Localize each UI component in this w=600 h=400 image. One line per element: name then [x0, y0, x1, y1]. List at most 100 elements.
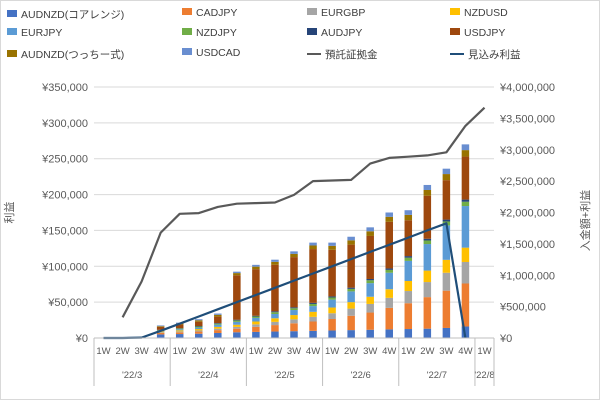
bar-segment: [442, 225, 451, 260]
bar-segment: [195, 327, 203, 330]
bar-segment: [442, 259, 451, 273]
bar-segment: [271, 321, 279, 326]
bar-segment: [195, 321, 203, 327]
bar-segment: [404, 214, 413, 221]
x-tick-label: 1W: [96, 346, 110, 357]
bar-segment: [175, 332, 184, 335]
series-line: [103, 222, 467, 340]
bar-segment: [423, 270, 432, 283]
bar-segment: [461, 201, 470, 207]
bar-segment: [366, 296, 374, 304]
bar-segment: [175, 329, 184, 331]
bar-segment: [175, 334, 184, 338]
bar-segment: [156, 326, 165, 330]
bar-segment: [347, 291, 355, 303]
bar-segment: [252, 264, 260, 267]
bar-segment: [347, 236, 355, 241]
legend-swatch: [7, 50, 17, 57]
legend-swatch: [450, 8, 460, 15]
bar-segment: [290, 253, 298, 258]
series-line: [121, 106, 486, 318]
bar-segment: [461, 150, 470, 157]
y-axis-title: 利益: [2, 202, 16, 224]
bar-segment: [195, 329, 203, 331]
bar-segment: [214, 332, 222, 338]
legend-item: AUDNZD(コアレンジ): [7, 7, 124, 22]
legend-label: 預託証拠金: [325, 49, 378, 61]
bar-segment: [271, 311, 279, 313]
bar-segment: [271, 259, 279, 262]
bar-segment: [252, 315, 260, 317]
y-tick-label: ¥250,000: [41, 154, 88, 166]
legend-swatch: [182, 8, 192, 15]
x-tick-label: 4W: [230, 346, 244, 357]
bar-segment: [252, 331, 260, 338]
bar-segment: [271, 318, 279, 322]
x-tick-label: 4W: [306, 346, 320, 357]
bar-segment: [385, 212, 393, 217]
bar-segment: [442, 168, 451, 175]
bar-segment: [404, 257, 413, 261]
x-tick-label: 4W: [382, 346, 396, 357]
bar-segment: [233, 275, 241, 320]
bar-segment: [461, 156, 470, 200]
y2-tick-label: ¥3,000,000: [499, 145, 555, 157]
bar-segment: [156, 334, 165, 338]
y2-tick-label: ¥0: [499, 333, 512, 345]
bar-segment: [347, 302, 355, 309]
legend-item: EURJPY: [7, 27, 62, 39]
bar-segment: [385, 269, 393, 273]
legend-label: EURGBP: [321, 7, 366, 19]
bar-segment: [252, 266, 260, 270]
bar-segment: [347, 315, 355, 331]
y2-tick-label: ¥3,500,000: [499, 113, 555, 125]
legend-item: NZDUSD: [450, 7, 508, 19]
bar-segment: [366, 329, 374, 338]
bar-segment: [328, 297, 336, 300]
bar-segment: [252, 324, 260, 327]
x-tick-label: 4W: [458, 346, 472, 357]
y-tick-label: ¥0: [75, 333, 88, 345]
bar-segment: [233, 320, 241, 322]
bar-segment: [214, 326, 222, 329]
bar-segment: [214, 330, 222, 333]
y2-tick-label: ¥1,000,000: [499, 270, 555, 282]
bar-segment: [423, 195, 432, 239]
y2-tick-label: ¥4,000,000: [499, 82, 555, 94]
bar-segment: [195, 319, 203, 321]
bar-segment: [271, 325, 279, 332]
bar-segment: [290, 257, 298, 308]
legend-item: EURGBP: [307, 7, 365, 19]
legend-swatch: [307, 53, 321, 55]
month-label: '22/5: [274, 370, 294, 381]
y2-tick-label: ¥2,000,000: [499, 208, 555, 220]
bar-segment: [233, 319, 241, 321]
bar-segment: [233, 273, 241, 276]
bar-segment: [423, 297, 432, 329]
x-tick-label: 3W: [211, 346, 225, 357]
bar-segment: [271, 331, 279, 338]
legend-label: NZDJPY: [196, 27, 237, 39]
x-tick-label: 1W: [325, 346, 339, 357]
bar-segment: [423, 189, 432, 196]
x-tick-label: 3W: [134, 346, 148, 357]
bar-segment: [385, 329, 393, 338]
bar-segment: [175, 331, 184, 333]
y-tick-label: ¥150,000: [41, 225, 88, 237]
bar-segment: [442, 174, 451, 181]
x-tick-label: 1W: [249, 346, 263, 357]
bar-segment: [290, 319, 298, 324]
bar-segment: [195, 326, 203, 327]
bar-segment: [366, 280, 374, 284]
bar-segment: [156, 332, 165, 333]
bar-segment: [252, 317, 260, 322]
month-label: '22/8: [474, 370, 494, 381]
bar-segment: [347, 244, 355, 288]
bar-segment: [442, 180, 451, 220]
x-tick-label: 4W: [154, 346, 168, 357]
bar-segment: [175, 330, 184, 332]
bar-segment: [404, 303, 413, 330]
bar-segment: [252, 269, 260, 316]
bar-segment: [309, 242, 317, 246]
legend-swatch: [7, 10, 17, 17]
